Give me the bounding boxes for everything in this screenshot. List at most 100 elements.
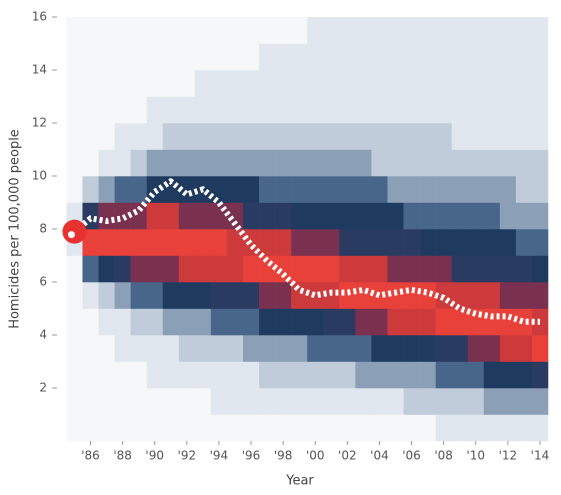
heat-cell [275, 17, 292, 44]
heat-cell [403, 388, 420, 415]
heat-cell [371, 255, 388, 283]
heat-cell [531, 96, 549, 124]
heat-cell [435, 70, 452, 97]
heat-cell [291, 17, 308, 44]
heat-cell [419, 123, 436, 150]
heat-cell [323, 123, 340, 150]
heat-cell [98, 176, 115, 203]
heat-cell [146, 282, 164, 309]
heat-cell [178, 335, 196, 362]
heat-cell [82, 96, 99, 124]
heat-cell [419, 229, 436, 256]
heat-cell [467, 149, 485, 177]
heat-cell [451, 17, 469, 44]
heat-cell [515, 388, 533, 415]
heat-cell [531, 308, 549, 336]
heat-cell [243, 335, 260, 362]
heat-cell [146, 70, 164, 97]
heat-cell [387, 308, 404, 336]
heat-cell [515, 43, 533, 71]
heat-cell [515, 282, 533, 309]
heat-cell [323, 414, 340, 442]
heat-cell [210, 308, 228, 336]
heat-cell [210, 282, 228, 309]
heat-cell [371, 335, 388, 362]
heat-cell [307, 43, 324, 71]
heat-cell [419, 282, 436, 309]
heat-cell [194, 96, 212, 124]
heat-cell [178, 308, 196, 336]
heat-cell [323, 229, 340, 256]
heat-cell [371, 414, 388, 442]
heat-cell [178, 202, 196, 230]
x-tick-label: '92 [178, 449, 197, 463]
heat-cell [403, 70, 420, 97]
heat-cell [355, 229, 372, 256]
heat-cell [98, 335, 115, 362]
heat-cell [451, 335, 469, 362]
heat-cell [291, 123, 308, 150]
heat-cell [194, 149, 212, 177]
heat-cell [210, 361, 228, 389]
heat-cell [467, 361, 485, 389]
heat-cell [339, 335, 356, 362]
heat-cell [259, 202, 276, 230]
heat-cell [82, 17, 99, 44]
heat-cell [243, 414, 260, 442]
heat-cell [130, 308, 147, 336]
heat-cell [82, 361, 99, 389]
heat-cell [323, 17, 340, 44]
heat-cell [467, 176, 485, 203]
heat-cell [259, 149, 276, 177]
heat-cell [130, 149, 147, 177]
heat-cell [259, 43, 276, 71]
heat-cell [146, 123, 164, 150]
heat-cell [483, 361, 501, 389]
heat-cell [467, 229, 485, 256]
heat-cell [243, 149, 260, 177]
heat-cell [162, 388, 180, 415]
heat-cell [66, 361, 83, 389]
heat-cell [451, 70, 469, 97]
heat-cell [82, 229, 99, 256]
heat-cell [243, 123, 260, 150]
heat-cell [339, 229, 356, 256]
heat-cell [323, 202, 340, 230]
heat-cell [483, 70, 501, 97]
heat-cell [355, 123, 372, 150]
heat-cell [387, 229, 404, 256]
heat-cell [371, 96, 388, 124]
heat-cell [499, 255, 517, 283]
heat-cell [178, 361, 196, 389]
heat-cell [226, 202, 244, 230]
heat-cell [403, 255, 420, 283]
heat-cell [275, 43, 292, 71]
heat-cell [178, 43, 196, 71]
heat-cell [210, 335, 228, 362]
heat-cell [162, 282, 180, 309]
y-tick-label: 12 [32, 116, 47, 130]
heat-cell [451, 308, 469, 336]
heat-cell [531, 43, 549, 71]
heat-cell [98, 70, 115, 97]
heat-cell [339, 123, 356, 150]
heat-cell [339, 388, 356, 415]
heat-cell [291, 229, 308, 256]
heat-cell [339, 17, 356, 44]
heat-cell [178, 229, 196, 256]
heat-cell [66, 43, 83, 71]
heat-cell [355, 282, 372, 309]
heat-cell [275, 96, 292, 124]
heat-cell [162, 43, 180, 71]
y-tick-label: 16 [32, 10, 47, 24]
x-tick-label: '90 [145, 449, 164, 463]
heat-cell [291, 361, 308, 389]
heat-cell [355, 361, 372, 389]
heat-cell [483, 229, 501, 256]
heat-cell [82, 149, 99, 177]
heat-cell [226, 388, 244, 415]
heat-cell [243, 308, 260, 336]
heat-cell [114, 96, 131, 124]
heat-cell [307, 123, 324, 150]
heat-cell [403, 414, 420, 442]
